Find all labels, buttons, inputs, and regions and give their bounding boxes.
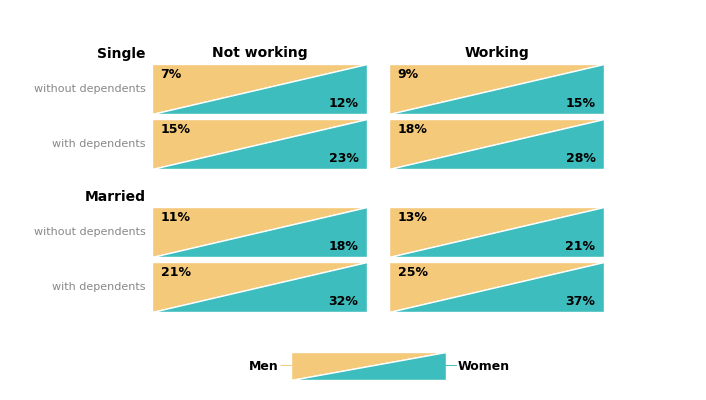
Text: 25%: 25% xyxy=(397,266,428,279)
Polygon shape xyxy=(152,64,367,114)
Text: with dependents: with dependents xyxy=(52,139,146,149)
Polygon shape xyxy=(152,119,367,169)
Polygon shape xyxy=(389,262,604,312)
Text: 12%: 12% xyxy=(328,97,359,110)
Text: 7%: 7% xyxy=(160,68,182,81)
Polygon shape xyxy=(152,119,367,169)
Polygon shape xyxy=(389,119,604,169)
Text: 13%: 13% xyxy=(397,211,427,224)
Text: without dependents: without dependents xyxy=(35,227,146,237)
Text: 18%: 18% xyxy=(397,123,427,136)
Polygon shape xyxy=(152,64,367,114)
Polygon shape xyxy=(152,207,367,257)
Text: 18%: 18% xyxy=(328,240,359,253)
Polygon shape xyxy=(290,352,445,380)
Polygon shape xyxy=(152,207,367,257)
Polygon shape xyxy=(389,262,604,312)
Text: 15%: 15% xyxy=(160,123,191,136)
Polygon shape xyxy=(389,119,604,169)
Text: 37%: 37% xyxy=(566,295,595,308)
Polygon shape xyxy=(389,207,604,257)
Polygon shape xyxy=(290,352,445,380)
Polygon shape xyxy=(389,64,604,114)
Text: —: — xyxy=(280,360,292,372)
Text: without dependents: without dependents xyxy=(35,84,146,94)
Text: —: — xyxy=(444,360,457,372)
Text: 23%: 23% xyxy=(328,152,359,165)
Text: 21%: 21% xyxy=(160,266,191,279)
Text: 9%: 9% xyxy=(397,68,419,81)
Text: Working: Working xyxy=(464,46,529,60)
Text: Men: Men xyxy=(249,360,278,372)
Text: 15%: 15% xyxy=(566,97,595,110)
Text: with dependents: with dependents xyxy=(52,282,146,292)
Polygon shape xyxy=(152,262,367,312)
Text: 11%: 11% xyxy=(160,211,191,224)
Text: 21%: 21% xyxy=(566,240,595,253)
Text: 32%: 32% xyxy=(328,295,359,308)
Polygon shape xyxy=(389,207,604,257)
Text: Single: Single xyxy=(97,47,146,61)
Polygon shape xyxy=(152,262,367,312)
Polygon shape xyxy=(389,64,604,114)
Text: Married: Married xyxy=(85,190,146,204)
Text: Not working: Not working xyxy=(212,46,307,60)
Text: 28%: 28% xyxy=(566,152,595,165)
Text: Women: Women xyxy=(457,360,510,372)
